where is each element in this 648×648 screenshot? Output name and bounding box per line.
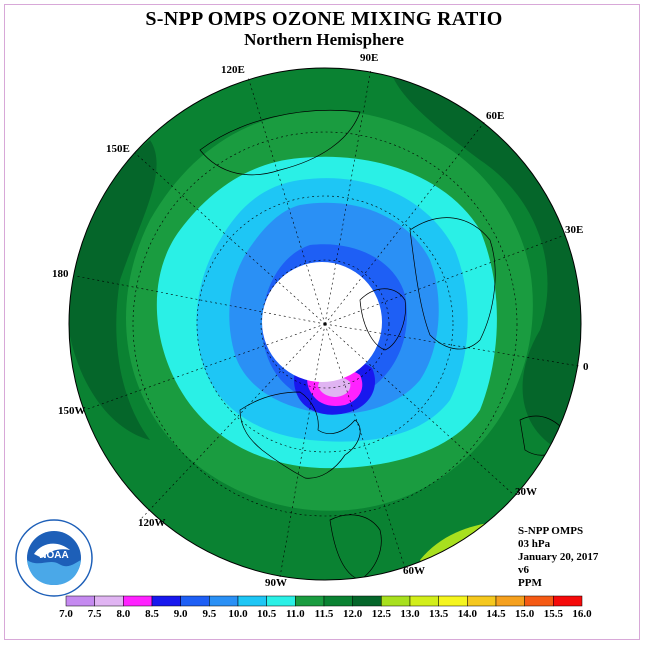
colorbar-tick-label: 15.5	[543, 608, 563, 620]
colorbar-tick-label: 8.5	[145, 608, 159, 620]
coast-south-america	[329, 514, 382, 580]
lon-label-90w: 90W	[265, 577, 287, 589]
colorbar-tick-label: 14.5	[486, 608, 506, 620]
colorbar-tick-label: 13.0	[400, 608, 420, 620]
info-level: 03 hPa	[518, 538, 551, 550]
colorbar-tick-label: 11.0	[286, 608, 305, 620]
lon-label-120e: 120E	[221, 64, 245, 76]
lon-label-30e: 30E	[565, 224, 584, 236]
info-date: January 20, 2017	[518, 551, 599, 563]
coast-north-america	[239, 391, 361, 479]
ozone-band-dark-west	[69, 140, 157, 440]
colorbar-tick-label: 12.0	[343, 608, 363, 620]
lon-label-90e: 90E	[360, 52, 379, 64]
info-instrument: S-NPP OMPS	[518, 525, 584, 537]
coastlines	[199, 109, 571, 580]
colorbar-tick-label: 11.5	[314, 608, 334, 620]
coast-asia-east	[199, 109, 361, 176]
colorbar-tick-label: 15.0	[515, 608, 535, 620]
graticule	[75, 68, 580, 578]
lon-label-60w: 60W	[403, 565, 425, 577]
info-units: PPM	[518, 577, 542, 589]
colorbar-tick-label: 10.0	[228, 608, 248, 620]
lon-label-30w: 30W	[515, 486, 537, 498]
colorbar-tick-label: 9.0	[173, 608, 188, 620]
colorbar-tick-label: 7.5	[87, 608, 102, 620]
lon-label-150w: 150W	[58, 405, 86, 417]
colorbar-tick-label: 16.0	[572, 608, 592, 620]
coast-eurasia	[409, 217, 496, 350]
noaa-logo-text: NOAA	[39, 550, 68, 561]
polar-data-gap	[262, 262, 382, 382]
info-block: S-NPP OMPS 03 hPa January 20, 2017 v6 PP…	[518, 525, 598, 590]
colorbar-tick-label: 10.5	[257, 608, 277, 620]
colorbar-tick-label: 13.5	[429, 608, 449, 620]
lon-label-150e: 150E	[106, 143, 130, 155]
lon-label-180: 180	[52, 268, 69, 280]
map-title: S-NPP OMPS OZONE MIXING RATIO	[145, 8, 503, 30]
lon-label-0: 0	[583, 361, 589, 373]
info-version: v6	[518, 564, 529, 576]
map-subtitle: Northern Hemisphere	[244, 30, 404, 49]
colorbar-tick-label: 7.0	[59, 608, 73, 620]
noaa-logo: NOAA	[15, 519, 93, 597]
colorbar-tick-label: 9.5	[202, 608, 217, 620]
plot-frame	[4, 4, 640, 640]
lon-label-120w: 120W	[138, 517, 166, 529]
colorbar-tick-label: 12.5	[371, 608, 391, 620]
coast-greenland	[359, 288, 406, 351]
map-boundary	[68, 67, 582, 581]
colorbar-tick-label: 8.0	[116, 608, 131, 620]
lon-label-60e: 60E	[486, 110, 505, 122]
colorbar-tick-label: 14.0	[457, 608, 477, 620]
